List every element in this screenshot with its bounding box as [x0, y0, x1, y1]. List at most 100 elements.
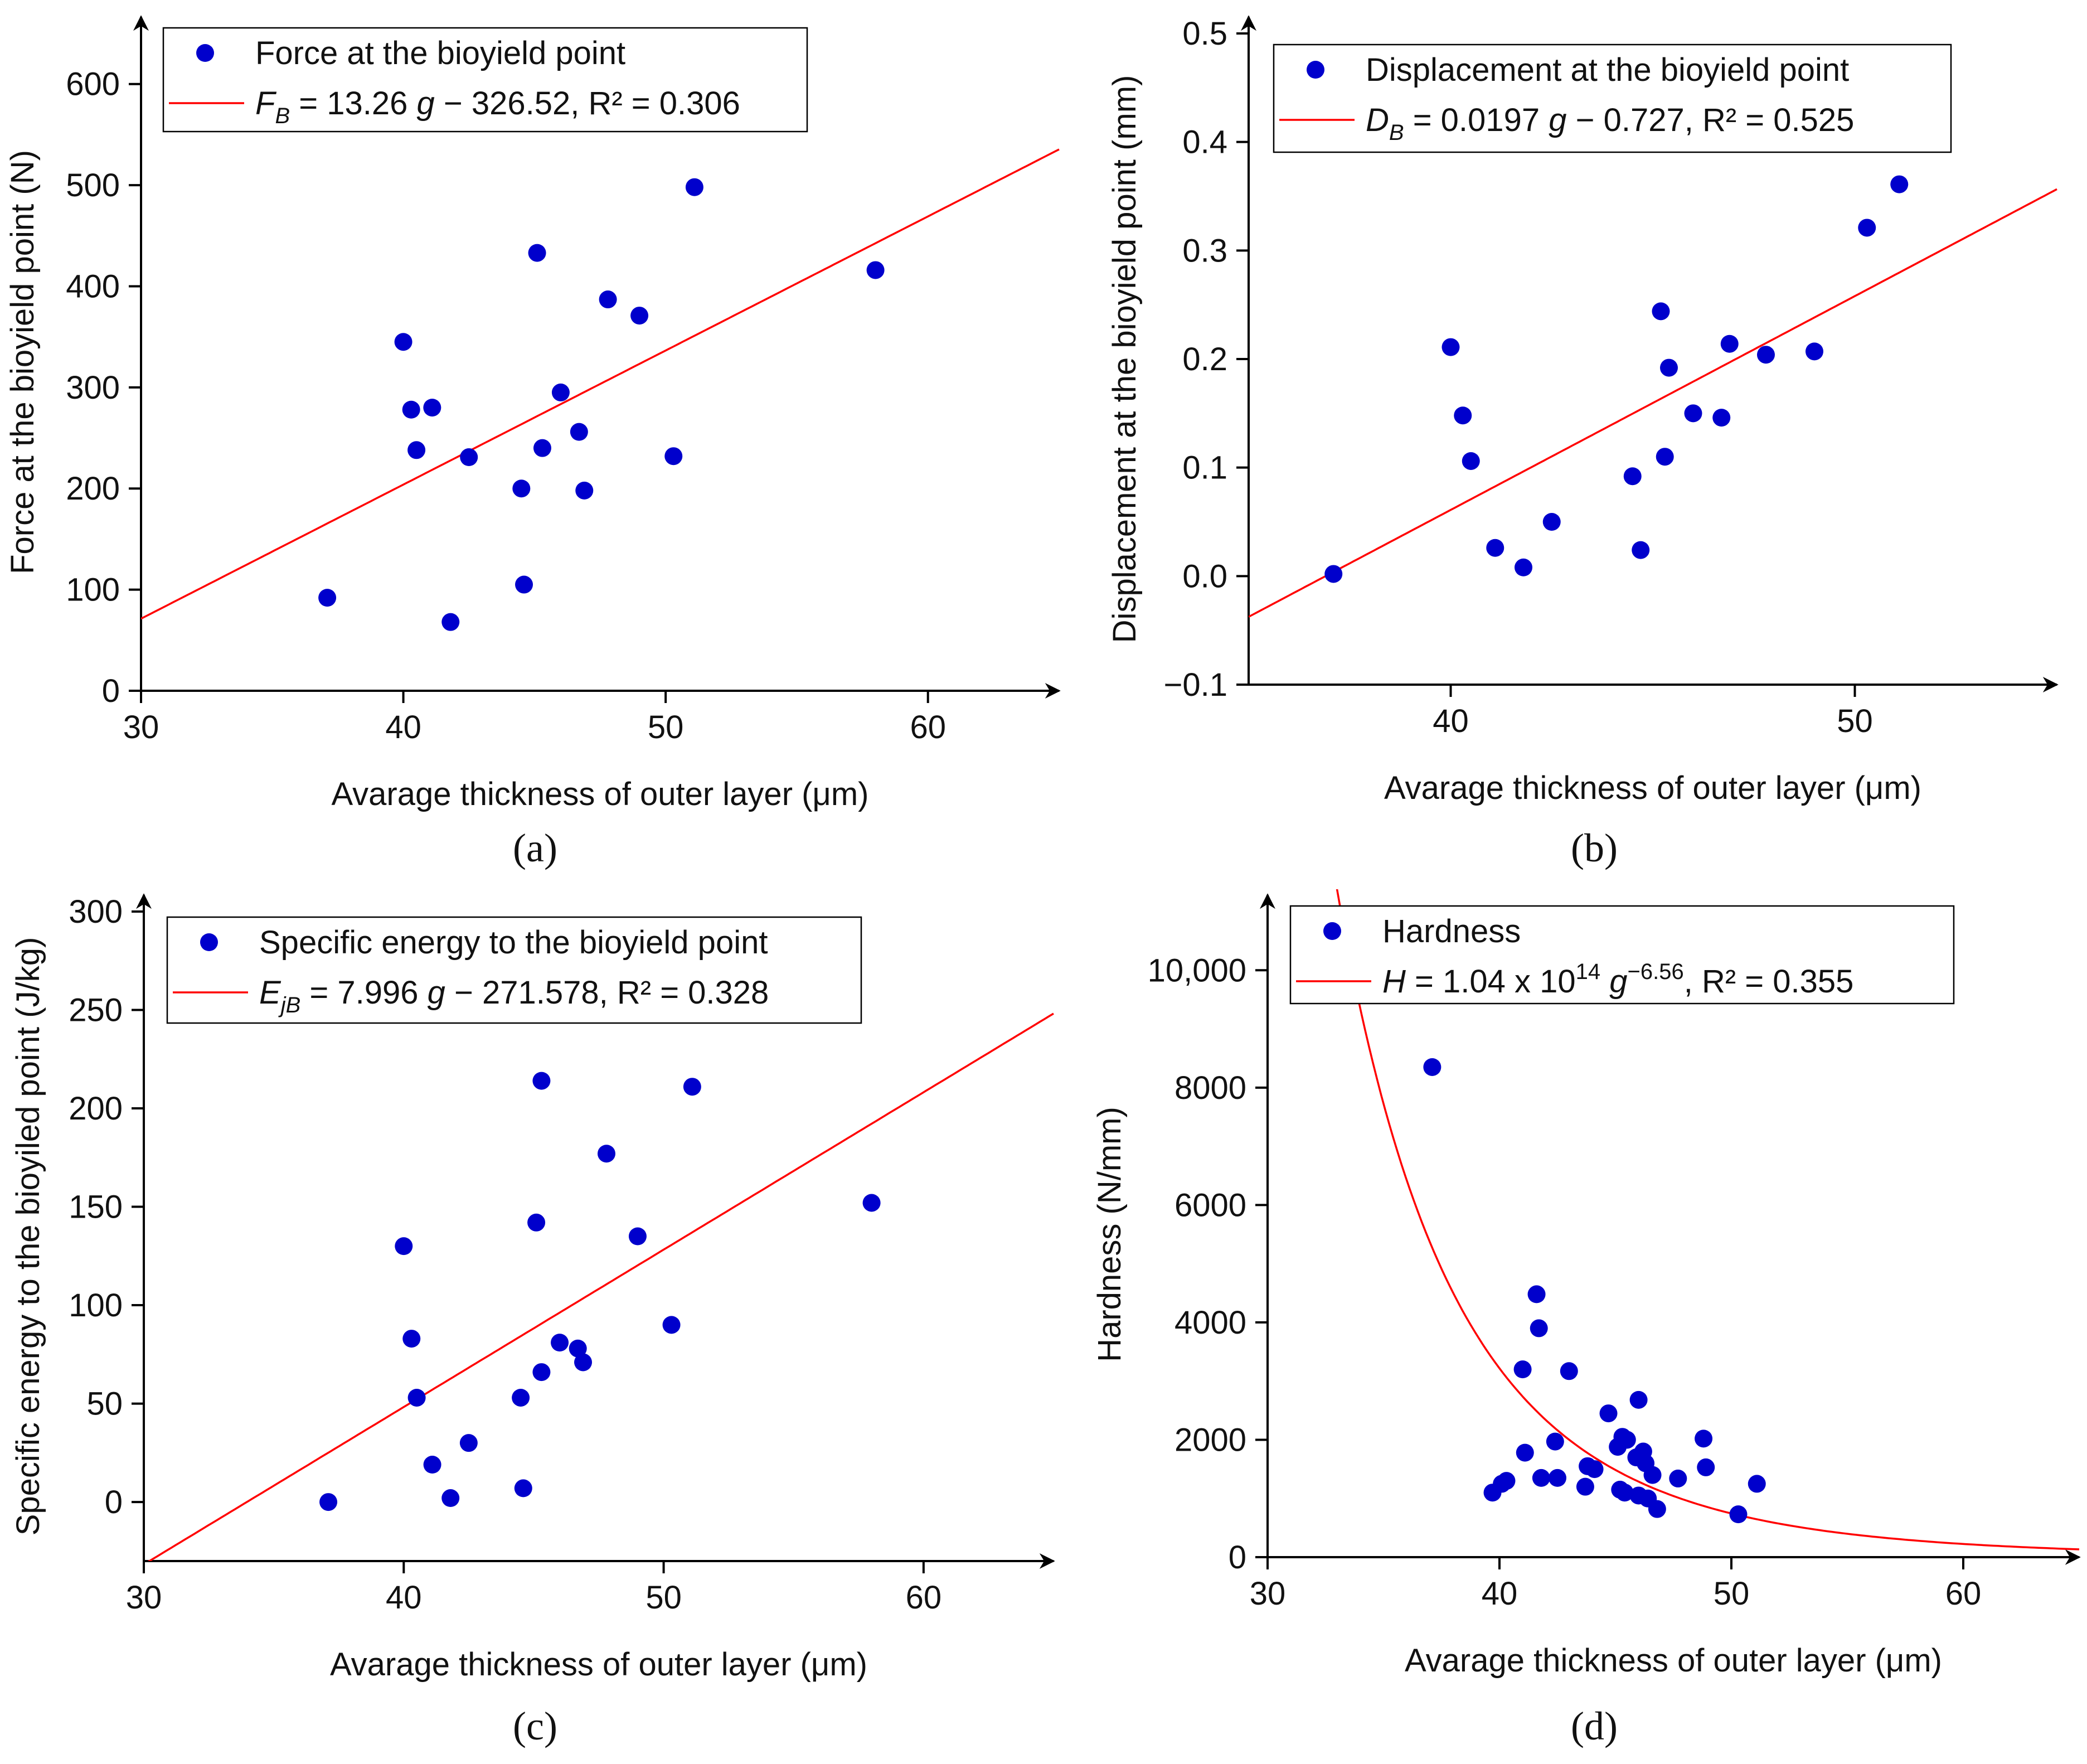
- data-point: [570, 423, 588, 441]
- data-point: [459, 1434, 478, 1452]
- legend-marker: [1307, 61, 1324, 79]
- data-point: [1623, 467, 1642, 486]
- panel-b-chart: 40 50 −0.1 0.0 0.1 0.2 0.3 0.4 0.5 Avarage thickn…: [1106, 15, 2059, 870]
- fit-line: [141, 148, 1060, 620]
- y-tick-label: 6000: [1174, 1187, 1246, 1223]
- y-tick-label: 0: [1229, 1539, 1246, 1576]
- y-tick-label: 0.2: [1182, 341, 1227, 377]
- data-point: [1462, 452, 1480, 470]
- x-tick-label: 50: [1714, 1576, 1750, 1612]
- data-point: [551, 1334, 569, 1352]
- legend-eq-variable: F: [255, 85, 277, 122]
- x-tick-label: 50: [1837, 703, 1873, 739]
- data-point: [683, 1078, 701, 1096]
- x-tick-label: 30: [1250, 1576, 1286, 1612]
- legend-series-label: Force at the bioyield point: [255, 35, 625, 71]
- data-point: [407, 441, 426, 459]
- data-point: [1712, 409, 1731, 427]
- panel-label: (d): [1571, 1704, 1618, 1748]
- data-point: [1527, 1285, 1546, 1303]
- x-axis-label: Avarage thickness of outer layer (μm): [1405, 1642, 1942, 1679]
- data-point: [1515, 558, 1532, 576]
- legend-marker: [1323, 922, 1341, 940]
- data-point: [1632, 541, 1650, 559]
- y-tick-label: 0: [102, 673, 120, 709]
- data-point: [1858, 219, 1876, 237]
- legend-eq-g: g: [416, 85, 434, 122]
- y-tick-label: 50: [86, 1386, 123, 1422]
- y-tick-label: 250: [69, 992, 123, 1029]
- y-tick-label: 0: [105, 1484, 123, 1520]
- legend-marker: [200, 933, 218, 951]
- data-point: [441, 1489, 460, 1508]
- legend-eq-g: g: [428, 975, 445, 1011]
- fit-line: [147, 1012, 1054, 1561]
- x-tick-label: 60: [906, 1579, 942, 1616]
- x-tick-label: 30: [123, 709, 159, 745]
- data-point: [394, 333, 412, 351]
- data-point: [527, 1213, 546, 1232]
- data-point: [866, 261, 885, 279]
- x-tick-label: 60: [1945, 1576, 1982, 1612]
- panel-label: (a): [513, 826, 557, 870]
- x-tick-label: 40: [385, 709, 421, 745]
- data-point: [1618, 1431, 1636, 1449]
- data-point: [528, 244, 546, 262]
- legend-eq-variable: H: [1382, 963, 1406, 1000]
- y-tick-label: 10,000: [1148, 952, 1246, 988]
- data-point: [1576, 1477, 1594, 1496]
- x-tick-label: 40: [1433, 703, 1469, 739]
- data-point: [532, 1363, 551, 1382]
- data-point: [551, 383, 570, 401]
- legend-box: [166, 916, 862, 1024]
- y-tick-label: 150: [69, 1189, 123, 1225]
- x-tick-label: 40: [1482, 1576, 1518, 1612]
- y-tick-label: 0.5: [1182, 16, 1227, 52]
- data-point: [1615, 1484, 1634, 1502]
- data-point: [1532, 1469, 1550, 1487]
- data-point: [1806, 342, 1823, 361]
- data-point: [1486, 539, 1504, 557]
- data-point: [1442, 338, 1460, 356]
- data-point: [599, 290, 617, 309]
- fit-line: [1249, 188, 2057, 618]
- data-point: [1542, 513, 1561, 531]
- legend-eq-text: = 1.04 x 10: [1406, 963, 1576, 1000]
- legend-eq-text: , R² = 0.355: [1684, 963, 1854, 1000]
- legend-box: [162, 27, 808, 133]
- legend-eq-text: − 0.727, R² = 0.525: [1566, 102, 1854, 138]
- data-point: [1546, 1432, 1564, 1451]
- legend-eq-text: = 7.996: [300, 975, 427, 1011]
- x-tick-label: 60: [910, 709, 946, 745]
- data-point: [1652, 302, 1670, 321]
- x-axis-label: Avarage thickness of outer layer (μm): [1384, 770, 1921, 806]
- data-point: [1660, 358, 1678, 377]
- legend-eq-variable: D: [1366, 102, 1389, 138]
- y-tick-label: 0.1: [1182, 450, 1227, 486]
- y-tick-label: 500: [66, 167, 120, 203]
- data-point: [512, 1388, 530, 1407]
- legend-fit-equation: FB = 13.26 g − 326.52, R² = 0.306: [255, 85, 740, 128]
- y-tick-label: 2000: [1174, 1422, 1246, 1458]
- x-axis-label: Avarage thickness of outer layer (μm): [330, 1646, 867, 1683]
- legend-series-label: Hardness: [1382, 913, 1521, 949]
- y-tick-label: 200: [66, 471, 120, 507]
- panel-c-chart: 30 40 50 60 0 50 100 150 200 250 300 Avarage thickn…: [10, 893, 1055, 1748]
- legend-eq-subscript: B: [1389, 120, 1404, 145]
- data-point: [1513, 1360, 1532, 1379]
- x-axis-label: Avarage thickness of outer layer (μm): [332, 776, 869, 812]
- data-point: [574, 1353, 593, 1372]
- legend-marker: [196, 44, 214, 62]
- legend-eq-subscript: jB: [278, 993, 301, 1017]
- data-point: [597, 1145, 615, 1163]
- y-tick-label: 300: [66, 370, 120, 406]
- x-tick-label: 50: [645, 1579, 682, 1616]
- data-point: [514, 1479, 532, 1498]
- data-point: [1629, 1390, 1648, 1409]
- data-point: [1720, 335, 1739, 353]
- legend-eq-subscript: B: [275, 104, 290, 128]
- legend-box: [1289, 905, 1955, 1005]
- data-point: [460, 448, 478, 467]
- y-tick-label: 400: [66, 268, 120, 304]
